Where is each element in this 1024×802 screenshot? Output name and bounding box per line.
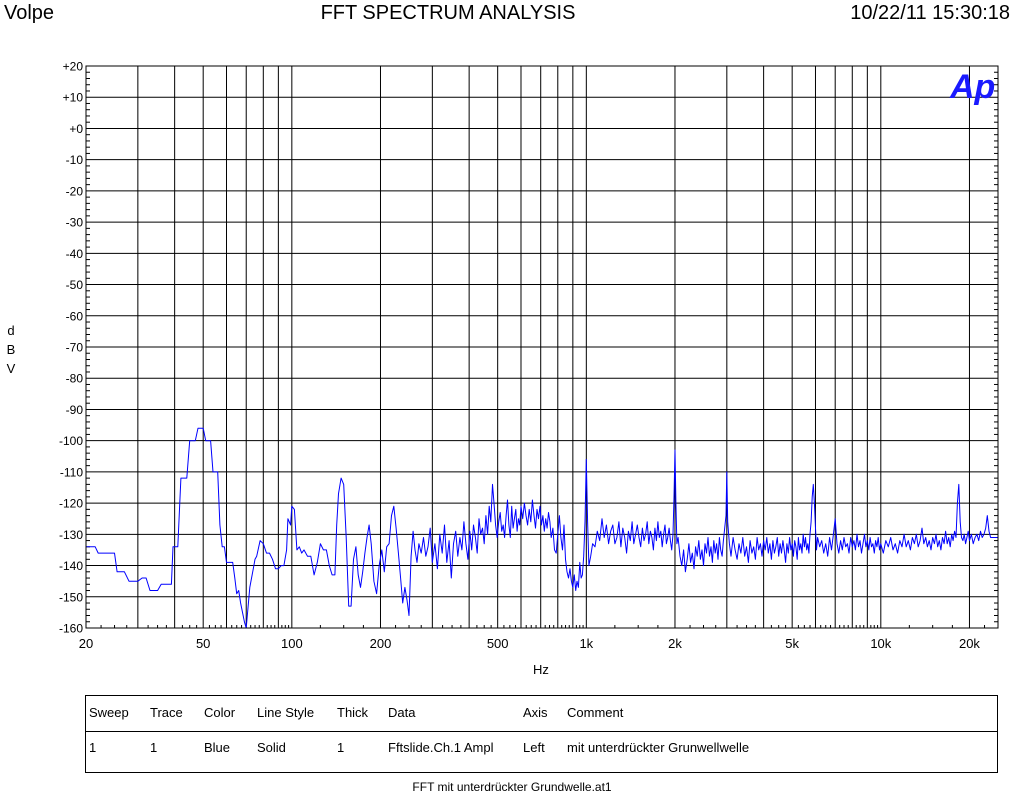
legend-header-thick: Thick xyxy=(337,705,369,720)
y-axis-label-d: d xyxy=(7,323,15,338)
legend-cell-axis: Left xyxy=(523,740,545,755)
y-tick-label: -40 xyxy=(66,247,84,261)
x-tick-label: 200 xyxy=(370,636,392,651)
legend-header-data: Data xyxy=(388,705,416,720)
y-tick-label: -50 xyxy=(66,278,84,292)
y-tick-label: -150 xyxy=(59,590,83,604)
x-tick-label: 10k xyxy=(870,636,891,651)
plot-frame xyxy=(85,65,999,629)
legend-cell-sweep: 1 xyxy=(89,740,97,755)
y-axis-label-v: V xyxy=(6,361,16,376)
x-tick-label: 50 xyxy=(196,636,210,651)
legend-header-line-style: Line Style xyxy=(257,705,315,720)
fft-chart: +20 +10 +0 -10 -20 -30 -40 -50 -60 -70 -80 -90 -100 -… xyxy=(59,60,999,677)
y-tick-label: -160 xyxy=(59,622,83,636)
x-tick-labels: 20 50 100 200 500 1k 2k 5k 10k 20k xyxy=(79,636,981,651)
header-datetime: 10/22/11 15:30:18 xyxy=(850,2,1010,24)
header-label: Volpe xyxy=(4,2,55,24)
legend-row: 1 1 Blue Solid 1 Fftslide.Ch.1 Ampl Left… xyxy=(86,731,997,766)
legend-header-color: Color xyxy=(204,705,236,720)
legend-header-row: Sweep Trace Color Line Style Thick Data … xyxy=(86,696,997,732)
x-tick-label: 20 xyxy=(79,636,93,651)
x-tick-label: 5k xyxy=(785,636,799,651)
x-axis-label: Hz xyxy=(533,662,549,677)
legend-cell-thick: 1 xyxy=(337,740,345,755)
ap-logo: Ap xyxy=(949,68,995,106)
chart-title: FFT SPECTRUM ANALYSIS xyxy=(320,2,576,24)
legend-table: Sweep Trace Color Line Style Thick Data … xyxy=(85,695,998,773)
y-tick-label: -110 xyxy=(60,465,83,479)
x-tick-label: 2k xyxy=(668,636,682,651)
series-layer xyxy=(86,427,998,629)
y-tick-label: -30 xyxy=(66,216,84,230)
y-tick-label: -130 xyxy=(59,528,83,542)
legend-cell-comment: mit unterdrückter Grunwellwelle xyxy=(567,740,750,755)
y-tick-label: -100 xyxy=(59,434,83,448)
y-tick-label: -20 xyxy=(66,184,84,198)
x-tick-label: 100 xyxy=(281,636,303,651)
y-tick-label: -70 xyxy=(66,341,84,355)
y-tick-label: +20 xyxy=(63,60,84,74)
x-tick-label: 1k xyxy=(579,636,593,651)
legend-header-trace: Trace xyxy=(150,705,183,720)
y-tick-label: -120 xyxy=(59,497,83,511)
y-tick-label: -60 xyxy=(66,309,84,323)
x-tick-label: 20k xyxy=(959,636,980,651)
legend-cell-color: Blue xyxy=(204,740,231,755)
y-tick-labels: +20 +10 +0 -10 -20 -30 -40 -50 -60 -70 -80 -90 -100 -… xyxy=(59,60,83,636)
y-tick-label: -90 xyxy=(66,403,84,417)
y-tick-label: -10 xyxy=(66,153,84,167)
x-tick-label: 500 xyxy=(487,636,509,651)
legend-cell-trace: 1 xyxy=(150,740,158,755)
y-tick-label: -80 xyxy=(66,372,84,386)
legend-cell-line-style: Solid xyxy=(257,740,286,755)
footer-filename: FFT mit unterdrückter Grundwelle.at1 xyxy=(412,780,612,794)
major-gridlines xyxy=(86,66,998,628)
series-line-1 xyxy=(86,427,998,629)
legend-cell-data: Fftslide.Ch.1 Ampl xyxy=(388,740,494,755)
axis-ticks xyxy=(86,71,998,628)
legend-header-axis: Axis xyxy=(523,705,548,720)
y-axis-label-b: B xyxy=(6,342,16,357)
y-tick-label: +0 xyxy=(69,122,83,136)
legend-header-comment: Comment xyxy=(567,705,624,720)
legend-header-sweep: Sweep xyxy=(89,705,129,720)
y-tick-label: +10 xyxy=(63,91,84,105)
y-tick-label: -140 xyxy=(59,559,83,573)
